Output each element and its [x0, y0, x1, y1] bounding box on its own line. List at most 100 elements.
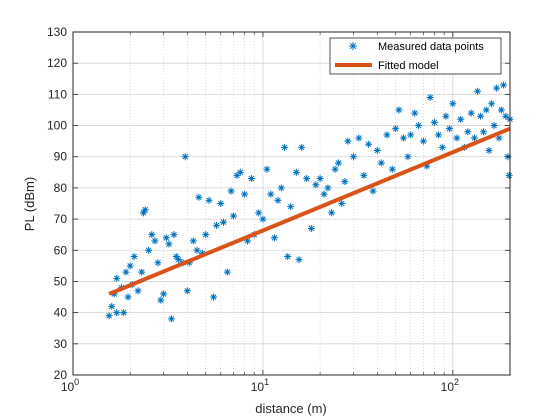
- data-point: [193, 246, 201, 254]
- data-point: [145, 246, 153, 254]
- data-point: [338, 200, 346, 207]
- data-point: [360, 171, 368, 179]
- legend: Measured data points Fitted model: [329, 37, 502, 75]
- data-point: [120, 309, 128, 317]
- data-point: [236, 168, 244, 176]
- y-tick-label: 20: [54, 368, 68, 382]
- y-axis-label: PL (dBm): [22, 177, 37, 231]
- x-tick-label: 102: [441, 377, 459, 394]
- data-point: [505, 171, 513, 179]
- data-point: [312, 181, 320, 189]
- data-point: [189, 237, 197, 245]
- data-point: [223, 268, 231, 276]
- y-tick-label: 60: [54, 243, 68, 257]
- data-point: [490, 122, 498, 130]
- y-tick-label: 120: [47, 56, 67, 70]
- data-point: [160, 290, 168, 298]
- plot-frame: [72, 31, 511, 376]
- data-point: [277, 184, 285, 192]
- data-point: [377, 159, 385, 167]
- y-tick-labels: 20 30 40 50 60 70 80 90 100 110 120 130: [47, 25, 67, 382]
- data-point: [477, 112, 485, 120]
- data-point: [438, 143, 446, 151]
- data-point: [233, 171, 241, 179]
- data-point: [210, 293, 218, 301]
- data-point: [219, 218, 227, 226]
- fitted-model-line: [108, 126, 511, 296]
- data-point: [270, 234, 278, 242]
- data-point: [449, 100, 457, 108]
- data-point: [124, 293, 132, 301]
- data-point: [419, 137, 427, 145]
- data-point: [334, 159, 342, 167]
- data-point: [227, 187, 235, 195]
- legend-asterisk: [349, 42, 357, 50]
- data-point: [415, 122, 423, 130]
- data-point: [172, 253, 180, 261]
- data-point: [281, 143, 289, 151]
- data-point: [162, 234, 170, 242]
- data-point: [126, 262, 134, 270]
- data-point: [493, 84, 501, 92]
- data-point: [464, 128, 472, 136]
- data-point: [284, 253, 292, 261]
- y-tick-label: 70: [54, 212, 68, 226]
- data-point: [130, 253, 138, 261]
- data-point: [328, 209, 336, 217]
- data-point: [350, 153, 358, 161]
- data-point: [202, 231, 210, 239]
- data-point: [423, 162, 431, 170]
- data-point: [485, 146, 493, 154]
- data-point: [355, 134, 363, 142]
- data-point: [344, 137, 352, 145]
- data-point: [213, 221, 221, 229]
- y-tick-label: 40: [54, 306, 68, 320]
- data-point: [320, 190, 328, 198]
- data-point: [407, 131, 415, 139]
- x-tick-label: 101: [251, 377, 269, 394]
- data-point: [292, 168, 300, 176]
- data-point: [241, 190, 249, 198]
- data-point: [167, 315, 175, 323]
- data-point: [411, 109, 419, 117]
- data-point: [400, 134, 408, 142]
- data-point: [434, 131, 442, 139]
- data-point: [341, 178, 349, 186]
- data-point: [430, 118, 438, 126]
- x-tick-label-exponent: 1: [264, 377, 269, 387]
- data-point: [470, 134, 478, 142]
- fitted-model-series: [108, 126, 511, 296]
- data-point: [369, 187, 377, 195]
- data-point: [467, 109, 475, 117]
- data-point: [105, 312, 113, 320]
- data-point: [495, 134, 503, 142]
- data-point: [247, 175, 255, 183]
- data-point: [295, 256, 303, 264]
- grid: [72, 31, 511, 376]
- legend-entry-measured: Measured data points: [378, 41, 484, 53]
- plot-area: [73, 32, 510, 375]
- data-point: [365, 140, 373, 148]
- data-point: [181, 153, 189, 161]
- data-point: [183, 287, 191, 295]
- data-point: [316, 175, 324, 183]
- data-point: [229, 212, 237, 220]
- data-point: [154, 259, 162, 267]
- x-tick-label-exponent: 2: [454, 377, 459, 387]
- y-tick-label: 90: [54, 150, 68, 164]
- x-axis-label: distance (m): [255, 401, 327, 416]
- data-point: [113, 309, 121, 317]
- x-tick-labels: 100 101 102: [61, 377, 459, 394]
- data-point: [151, 237, 159, 245]
- x-tick-label-base: 10: [251, 380, 265, 394]
- data-point: [392, 125, 400, 133]
- y-tick-label: 110: [48, 87, 67, 101]
- data-point: [488, 100, 496, 108]
- data-point: [383, 131, 391, 139]
- data-point: [373, 146, 381, 154]
- data-point: [255, 209, 263, 217]
- data-point: [502, 112, 510, 120]
- data-point: [122, 268, 130, 276]
- data-point: [113, 274, 121, 282]
